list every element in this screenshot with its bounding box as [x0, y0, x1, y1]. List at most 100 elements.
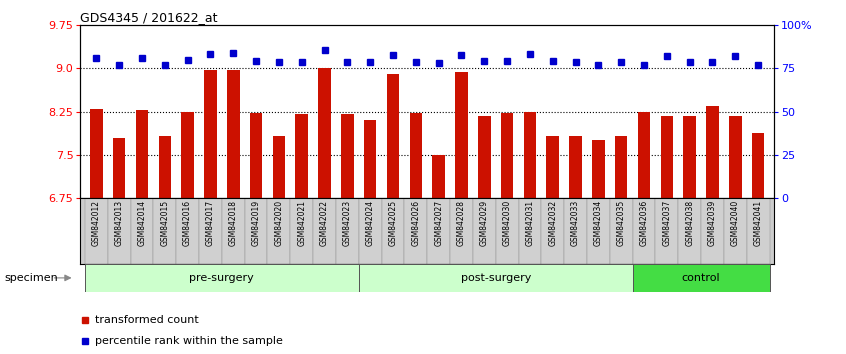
Text: GSM842029: GSM842029: [480, 200, 489, 246]
Bar: [341, 114, 354, 198]
Bar: [592, 141, 605, 198]
Bar: [272, 136, 285, 198]
Bar: [130, 198, 153, 264]
Bar: [729, 115, 742, 198]
Bar: [153, 198, 176, 264]
Text: GSM842023: GSM842023: [343, 200, 352, 246]
Text: GSM842018: GSM842018: [228, 200, 238, 246]
Text: GSM842041: GSM842041: [754, 200, 762, 246]
Text: GSM842034: GSM842034: [594, 200, 603, 246]
Bar: [478, 116, 491, 198]
Text: GSM842028: GSM842028: [457, 200, 466, 246]
Bar: [587, 198, 610, 264]
Bar: [244, 198, 267, 264]
Text: GSM842017: GSM842017: [206, 200, 215, 246]
Text: GSM842027: GSM842027: [434, 200, 443, 246]
Text: GSM842014: GSM842014: [138, 200, 146, 246]
Bar: [290, 198, 313, 264]
Bar: [176, 198, 199, 264]
Bar: [747, 198, 770, 264]
Text: GSM842039: GSM842039: [708, 200, 717, 246]
Bar: [181, 112, 194, 198]
Text: transformed count: transformed count: [95, 315, 199, 325]
Text: GSM842015: GSM842015: [160, 200, 169, 246]
Bar: [615, 136, 628, 198]
Bar: [501, 113, 514, 198]
Text: percentile rank within the sample: percentile rank within the sample: [95, 336, 283, 346]
Bar: [359, 198, 382, 264]
Bar: [107, 198, 130, 264]
Text: post-surgery: post-surgery: [460, 273, 531, 283]
Bar: [496, 198, 519, 264]
Text: control: control: [682, 273, 721, 283]
Bar: [113, 138, 125, 198]
Text: GSM842024: GSM842024: [365, 200, 375, 246]
Bar: [199, 198, 222, 264]
Bar: [706, 106, 719, 198]
Bar: [382, 198, 404, 264]
Text: GSM842040: GSM842040: [731, 200, 739, 246]
Bar: [633, 198, 656, 264]
Text: GDS4345 / 201622_at: GDS4345 / 201622_at: [80, 11, 218, 24]
Text: GSM842032: GSM842032: [548, 200, 558, 246]
Bar: [569, 136, 582, 198]
Bar: [404, 198, 427, 264]
Bar: [724, 198, 747, 264]
Text: GSM842021: GSM842021: [297, 200, 306, 246]
Bar: [85, 264, 359, 292]
Text: GSM842020: GSM842020: [274, 200, 283, 246]
Bar: [267, 198, 290, 264]
Bar: [455, 72, 468, 198]
Text: pre-surgery: pre-surgery: [190, 273, 255, 283]
Bar: [250, 113, 262, 198]
Bar: [222, 198, 244, 264]
Text: GSM842012: GSM842012: [92, 200, 101, 246]
Bar: [227, 70, 239, 198]
Bar: [90, 109, 102, 198]
Text: GSM842035: GSM842035: [617, 200, 626, 246]
Text: GSM842031: GSM842031: [525, 200, 535, 246]
Text: specimen: specimen: [4, 273, 58, 283]
Bar: [564, 198, 587, 264]
Bar: [701, 198, 724, 264]
Bar: [427, 198, 450, 264]
Bar: [450, 198, 473, 264]
Text: GSM842038: GSM842038: [685, 200, 695, 246]
Bar: [85, 198, 107, 264]
Bar: [204, 70, 217, 198]
Bar: [547, 136, 559, 198]
Text: GSM842033: GSM842033: [571, 200, 580, 246]
Bar: [295, 114, 308, 198]
Text: GSM842019: GSM842019: [251, 200, 261, 246]
Bar: [409, 113, 422, 198]
Text: GSM842037: GSM842037: [662, 200, 672, 246]
Bar: [752, 133, 765, 198]
Bar: [638, 112, 651, 198]
Bar: [524, 112, 536, 198]
Bar: [135, 110, 148, 198]
Bar: [336, 198, 359, 264]
Bar: [364, 120, 376, 198]
Bar: [541, 198, 564, 264]
Bar: [359, 264, 633, 292]
Text: GSM842030: GSM842030: [503, 200, 512, 246]
Bar: [633, 264, 770, 292]
Text: GSM842016: GSM842016: [183, 200, 192, 246]
Bar: [473, 198, 496, 264]
Bar: [610, 198, 633, 264]
Bar: [318, 68, 331, 198]
Bar: [519, 198, 541, 264]
Bar: [661, 116, 673, 198]
Text: GSM842022: GSM842022: [320, 200, 329, 246]
Bar: [678, 198, 701, 264]
Bar: [313, 198, 336, 264]
Bar: [432, 155, 445, 198]
Text: GSM842036: GSM842036: [640, 200, 649, 246]
Bar: [158, 136, 171, 198]
Text: GSM842026: GSM842026: [411, 200, 420, 246]
Text: GSM842013: GSM842013: [115, 200, 124, 246]
Text: GSM842025: GSM842025: [388, 200, 398, 246]
Bar: [656, 198, 678, 264]
Bar: [684, 116, 696, 198]
Bar: [387, 74, 399, 198]
